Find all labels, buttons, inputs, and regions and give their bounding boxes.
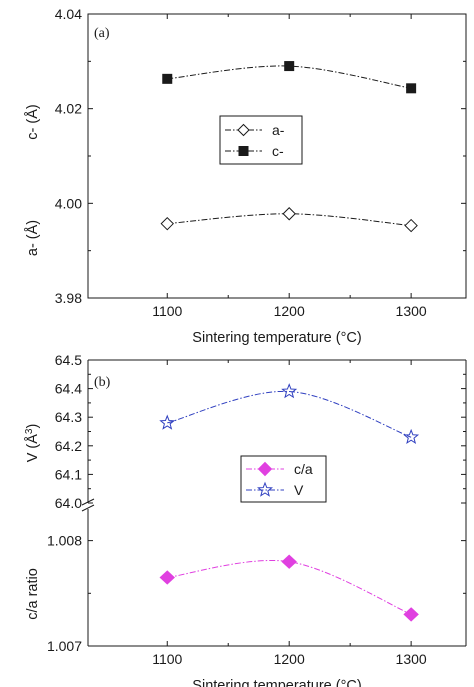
- y-tick-label: 4.04: [55, 6, 82, 22]
- x-tick-label: 1300: [396, 651, 427, 667]
- series-line-V: [167, 390, 412, 438]
- legend-ca-marker: [257, 461, 273, 477]
- panel-a-ylabel-a: a- (Å): [24, 220, 41, 256]
- data-point-a: [404, 218, 418, 233]
- x-tick-label: 1200: [274, 651, 305, 667]
- data-point-a: [282, 207, 296, 221]
- y-tick-label: 64.4: [55, 381, 82, 397]
- data-point-v: [281, 383, 298, 399]
- panel-b-ylabel-v: V (Å3): [24, 424, 42, 463]
- x-tick-label: 1100: [152, 651, 182, 667]
- y-tick-label: 4.02: [55, 101, 82, 117]
- panel-a-y-ticks: 3.98 4.00 4.02 4.04: [55, 6, 466, 306]
- legend-a-label: a-: [272, 122, 285, 138]
- data-point-a: [160, 216, 174, 231]
- x-tick-label: 1100: [152, 303, 182, 319]
- legend-a-marker: [237, 123, 250, 137]
- panel-a-legend: a- c-: [219, 115, 303, 165]
- legend-v-label: V: [294, 482, 304, 498]
- legend-ca-label: c/a: [294, 461, 313, 477]
- x-tick-label: 1300: [396, 303, 427, 319]
- panel-b-label: (b): [94, 375, 111, 390]
- data-point-c: [406, 83, 417, 94]
- panel-a-x-ticks: 1100 1200 1300: [152, 14, 427, 319]
- panel-b-xlabel: Sintering temperature (°C): [192, 678, 361, 687]
- legend-v-marker: [257, 481, 273, 497]
- axis-break-mark-top: [81, 498, 95, 506]
- legend-c-marker: [238, 146, 249, 156]
- legend-c-label: c-: [272, 143, 284, 159]
- y-tick-label: 64.0: [55, 495, 82, 511]
- y-tick-label: 64.5: [55, 352, 82, 368]
- data-point-v: [159, 414, 176, 430]
- y-tick-label: 64.1: [55, 466, 82, 482]
- y-tick-label: 64.2: [55, 438, 82, 454]
- data-point-ca: [403, 607, 419, 622]
- panel-b: (b) 64.0 64.1 64.2 64.3 64.4 64.5 1.007 1.008 1…: [24, 352, 467, 687]
- data-point-c: [284, 61, 295, 72]
- panel-a: (a) 3.98 4.00 4.02 4.04 1100 1200 1300 c- (Å)…: [24, 6, 467, 346]
- series-line-c: [167, 65, 412, 89]
- y-tick-label: 3.98: [55, 290, 82, 306]
- panel-a-xlabel: Sintering temperature (°C): [192, 330, 361, 346]
- y-tick-label: 1.007: [47, 638, 82, 654]
- y-tick-label: 64.3: [55, 409, 82, 425]
- panel-a-ylabel-c: c- (Å): [24, 104, 41, 139]
- series-line-a: [167, 213, 412, 227]
- panel-b-ylabel-ca: c/a ratio: [25, 568, 41, 620]
- y-tick-label: 1.008: [47, 533, 82, 549]
- data-point-c: [162, 73, 173, 84]
- data-point-v: [403, 428, 420, 445]
- panel-b-legend-box: [240, 455, 327, 503]
- panel-b-legend: c/a V: [240, 455, 327, 503]
- data-point-ca: [281, 554, 297, 569]
- panel-a-legend-box: [219, 115, 303, 165]
- x-tick-label: 1200: [274, 303, 305, 319]
- panel-a-series: [160, 61, 418, 233]
- data-point-ca: [159, 570, 175, 585]
- y-tick-label: 4.00: [55, 195, 82, 211]
- panel-b-series: [159, 383, 420, 622]
- panel-b-x-ticks: 1100 1200 1300: [152, 360, 427, 667]
- axis-break-mark-bottom: [81, 504, 95, 512]
- panel-b-y-ticks: 64.0 64.1 64.2 64.3 64.4 64.5 1.007 1.008: [47, 352, 466, 654]
- panel-a-label: (a): [94, 26, 110, 41]
